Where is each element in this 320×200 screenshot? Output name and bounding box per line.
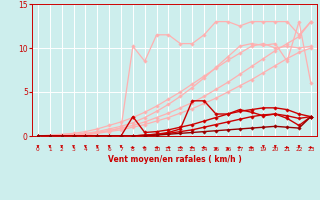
X-axis label: Vent moyen/en rafales ( km/h ): Vent moyen/en rafales ( km/h ) [108,155,241,164]
